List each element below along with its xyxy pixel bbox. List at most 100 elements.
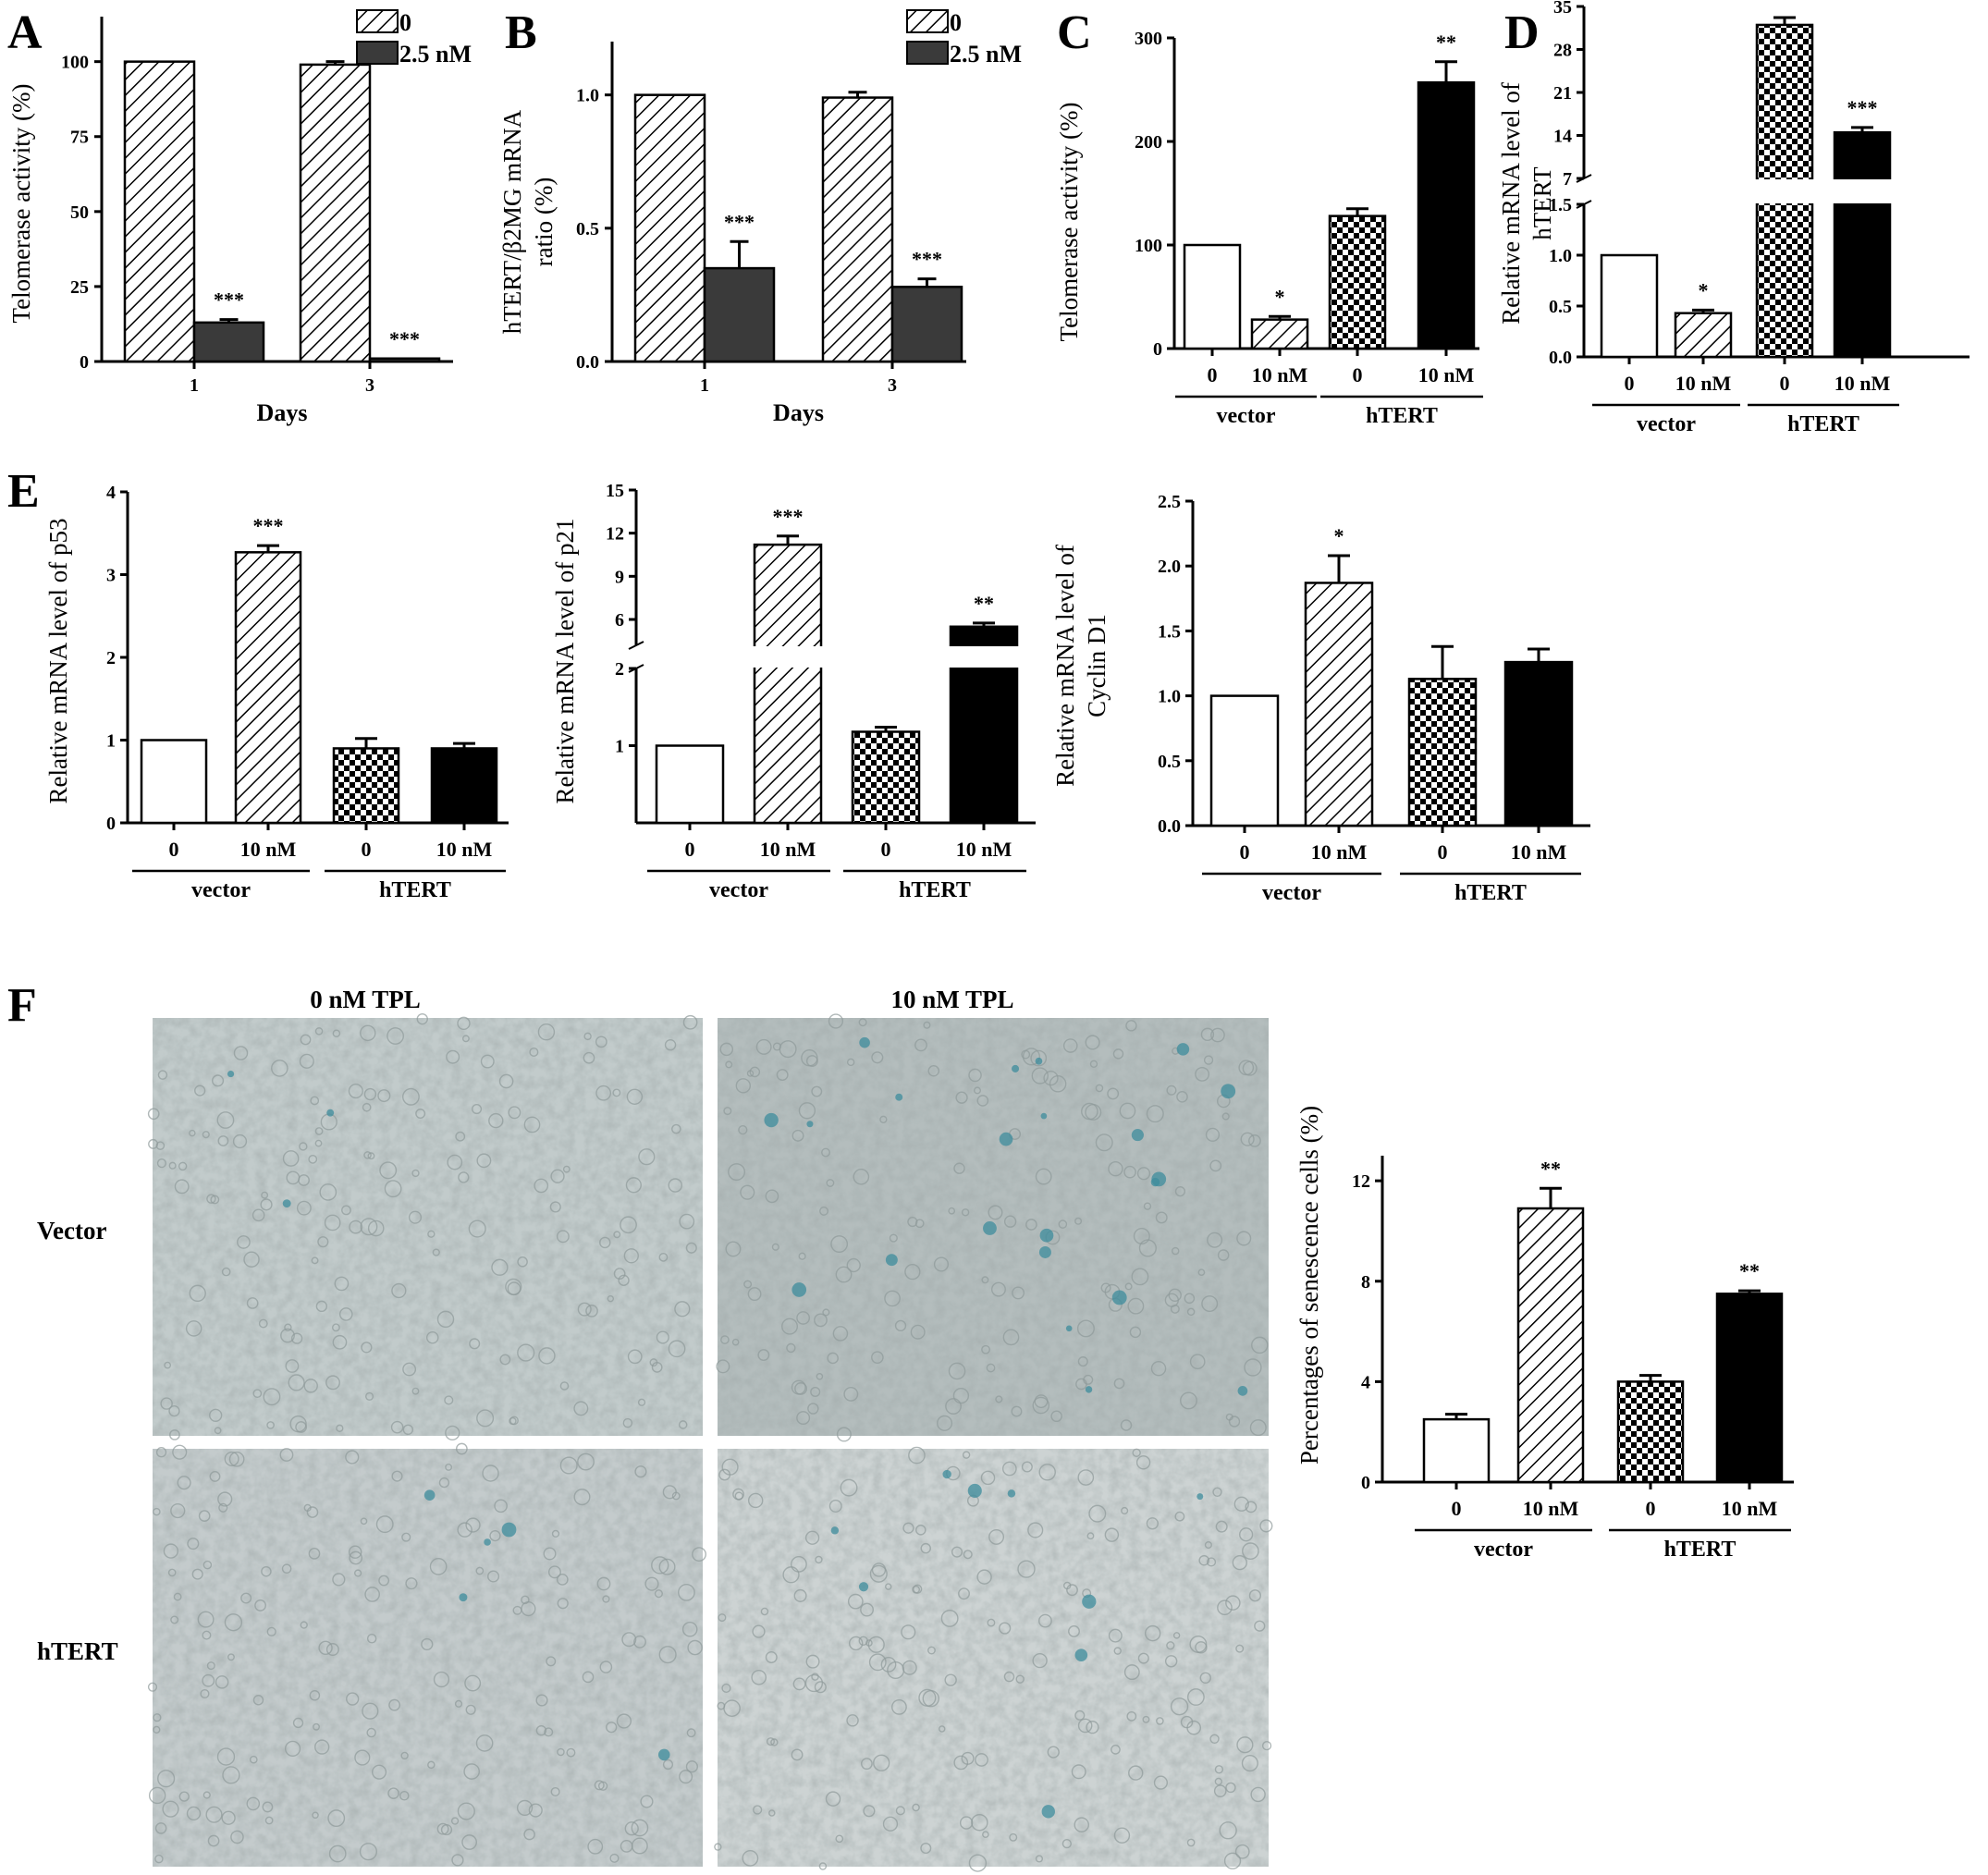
cell-outline: [805, 1654, 820, 1669]
bar: [1674, 312, 1733, 359]
y-axis-label: Telomerase activity (%): [7, 84, 35, 324]
cell-outline: [975, 1753, 988, 1767]
cell-outline: [819, 1206, 829, 1216]
y-tick-label: 7: [1563, 169, 1572, 190]
cell-outline: [445, 1425, 460, 1441]
cell-outline: [202, 1791, 211, 1799]
micrograph-htert-10nm: [714, 1446, 1273, 1872]
y-tick-label: 0: [80, 352, 89, 373]
y-axis-label-line: Percentages of senescence cells (%): [1295, 1106, 1323, 1464]
cell-outline: [1119, 1102, 1136, 1120]
bar: [655, 744, 725, 825]
cell-outline: [168, 1404, 180, 1417]
cell-outline: [549, 1201, 561, 1213]
cell-outline: [1164, 1655, 1178, 1668]
cell-outline: [668, 1340, 686, 1358]
cell-outline: [798, 1252, 806, 1260]
y-tick-label: 0: [1361, 1473, 1370, 1493]
cell-outline: [346, 1692, 360, 1706]
senescence-stain: [1221, 1084, 1236, 1099]
cell-outline: [871, 1351, 884, 1364]
cell-outline: [288, 1374, 305, 1391]
y-tick-label: 0.5: [1158, 752, 1181, 772]
cell-outline: [401, 1532, 411, 1542]
y-tick-label: 0.0: [1549, 348, 1572, 368]
cell-outline: [487, 1570, 500, 1583]
senescence-stain: [1237, 1386, 1248, 1396]
cell-outline: [656, 1330, 669, 1344]
y-axis-label: Percentages of senescence cells (%): [1295, 1106, 1323, 1464]
cell-outline: [731, 1338, 740, 1346]
cell-outline: [360, 1218, 378, 1236]
cell-outline: [1086, 1721, 1099, 1734]
cell-outline: [354, 1749, 371, 1766]
group-label: vector: [1637, 412, 1696, 436]
cell-outline: [260, 1198, 273, 1211]
cell-outline: [671, 1123, 681, 1134]
senescence-stain: [859, 1036, 870, 1048]
cell-outline: [873, 1754, 890, 1771]
cell-outline: [671, 1491, 681, 1501]
cell-outline: [760, 1607, 769, 1616]
cell-outline: [1180, 1391, 1197, 1410]
y-axis-label: hTERT/β2MG mRNA ratio (%): [498, 109, 558, 334]
x-tick-label: 10 nM: [436, 838, 493, 861]
cell-outline: [261, 1565, 272, 1577]
cell-outline: [826, 1179, 835, 1187]
cell-outline: [880, 1657, 897, 1673]
cell-outline: [1074, 1710, 1086, 1721]
group-label: hTERT: [379, 878, 451, 902]
cell-outline: [1184, 1293, 1196, 1305]
cell-outline: [178, 1161, 188, 1171]
cell-outline: [749, 1066, 761, 1078]
y-tick-label: 50: [70, 202, 89, 223]
cell-outline: [222, 1766, 240, 1784]
cell-outline: [765, 1189, 779, 1204]
cell-outline: [475, 1734, 494, 1752]
y-tick-label: 12: [606, 524, 624, 545]
cell-outline: [314, 1127, 324, 1135]
cell-outline: [153, 1713, 162, 1722]
cell-outline: [796, 1311, 811, 1325]
cell-outline: [904, 1263, 921, 1281]
cell-outline: [230, 1830, 244, 1844]
cell-outline: [1135, 1455, 1151, 1470]
senescence-stain: [967, 1483, 982, 1498]
bar: [1715, 1293, 1784, 1484]
cell-outline: [885, 1583, 892, 1590]
cell-outline: [607, 1294, 615, 1303]
cell-outline: [300, 1621, 308, 1629]
cell-outline: [772, 1042, 781, 1051]
cell-outline: [384, 1180, 402, 1198]
senescence-stain: [1074, 1648, 1088, 1661]
cell-outline: [1027, 1522, 1044, 1538]
x-axis-label: Days: [773, 399, 824, 426]
cell-outline: [620, 1216, 637, 1234]
cell-outline: [427, 1760, 436, 1770]
cell-outline: [923, 1021, 931, 1029]
cell-outline: [1132, 1448, 1141, 1457]
cell-outline: [644, 1576, 659, 1591]
cell-outline: [804, 1530, 820, 1545]
cell-outline: [858, 1636, 868, 1646]
x-tick-label: 1: [190, 375, 199, 396]
cell-outline: [263, 1388, 281, 1406]
cell-outline: [399, 1791, 410, 1801]
cell-outline: [1150, 1360, 1167, 1377]
cell-outline: [494, 1499, 508, 1513]
x-tick-label: 0: [1438, 840, 1448, 864]
x-tick-label: 10 nM: [1675, 372, 1732, 395]
cell-outline: [1234, 1844, 1250, 1859]
cell-outline: [153, 1725, 161, 1734]
cell-outline: [792, 1677, 806, 1691]
y-tick-label: 0.0: [1158, 816, 1181, 837]
chart-d-htert-mrna: 0.0 0.5 1.0 1.5 7 14 21 28 35 Relative mRNA level…: [1497, 0, 1970, 436]
cell-outline: [616, 1713, 632, 1729]
micrograph-cell-texture: [153, 1449, 703, 1867]
cell-outline: [1168, 1288, 1182, 1302]
senescence-stain: [999, 1132, 1013, 1146]
cell-outline: [1050, 1410, 1062, 1423]
cell-outline: [155, 1447, 167, 1458]
cell-outline: [735, 1078, 752, 1094]
